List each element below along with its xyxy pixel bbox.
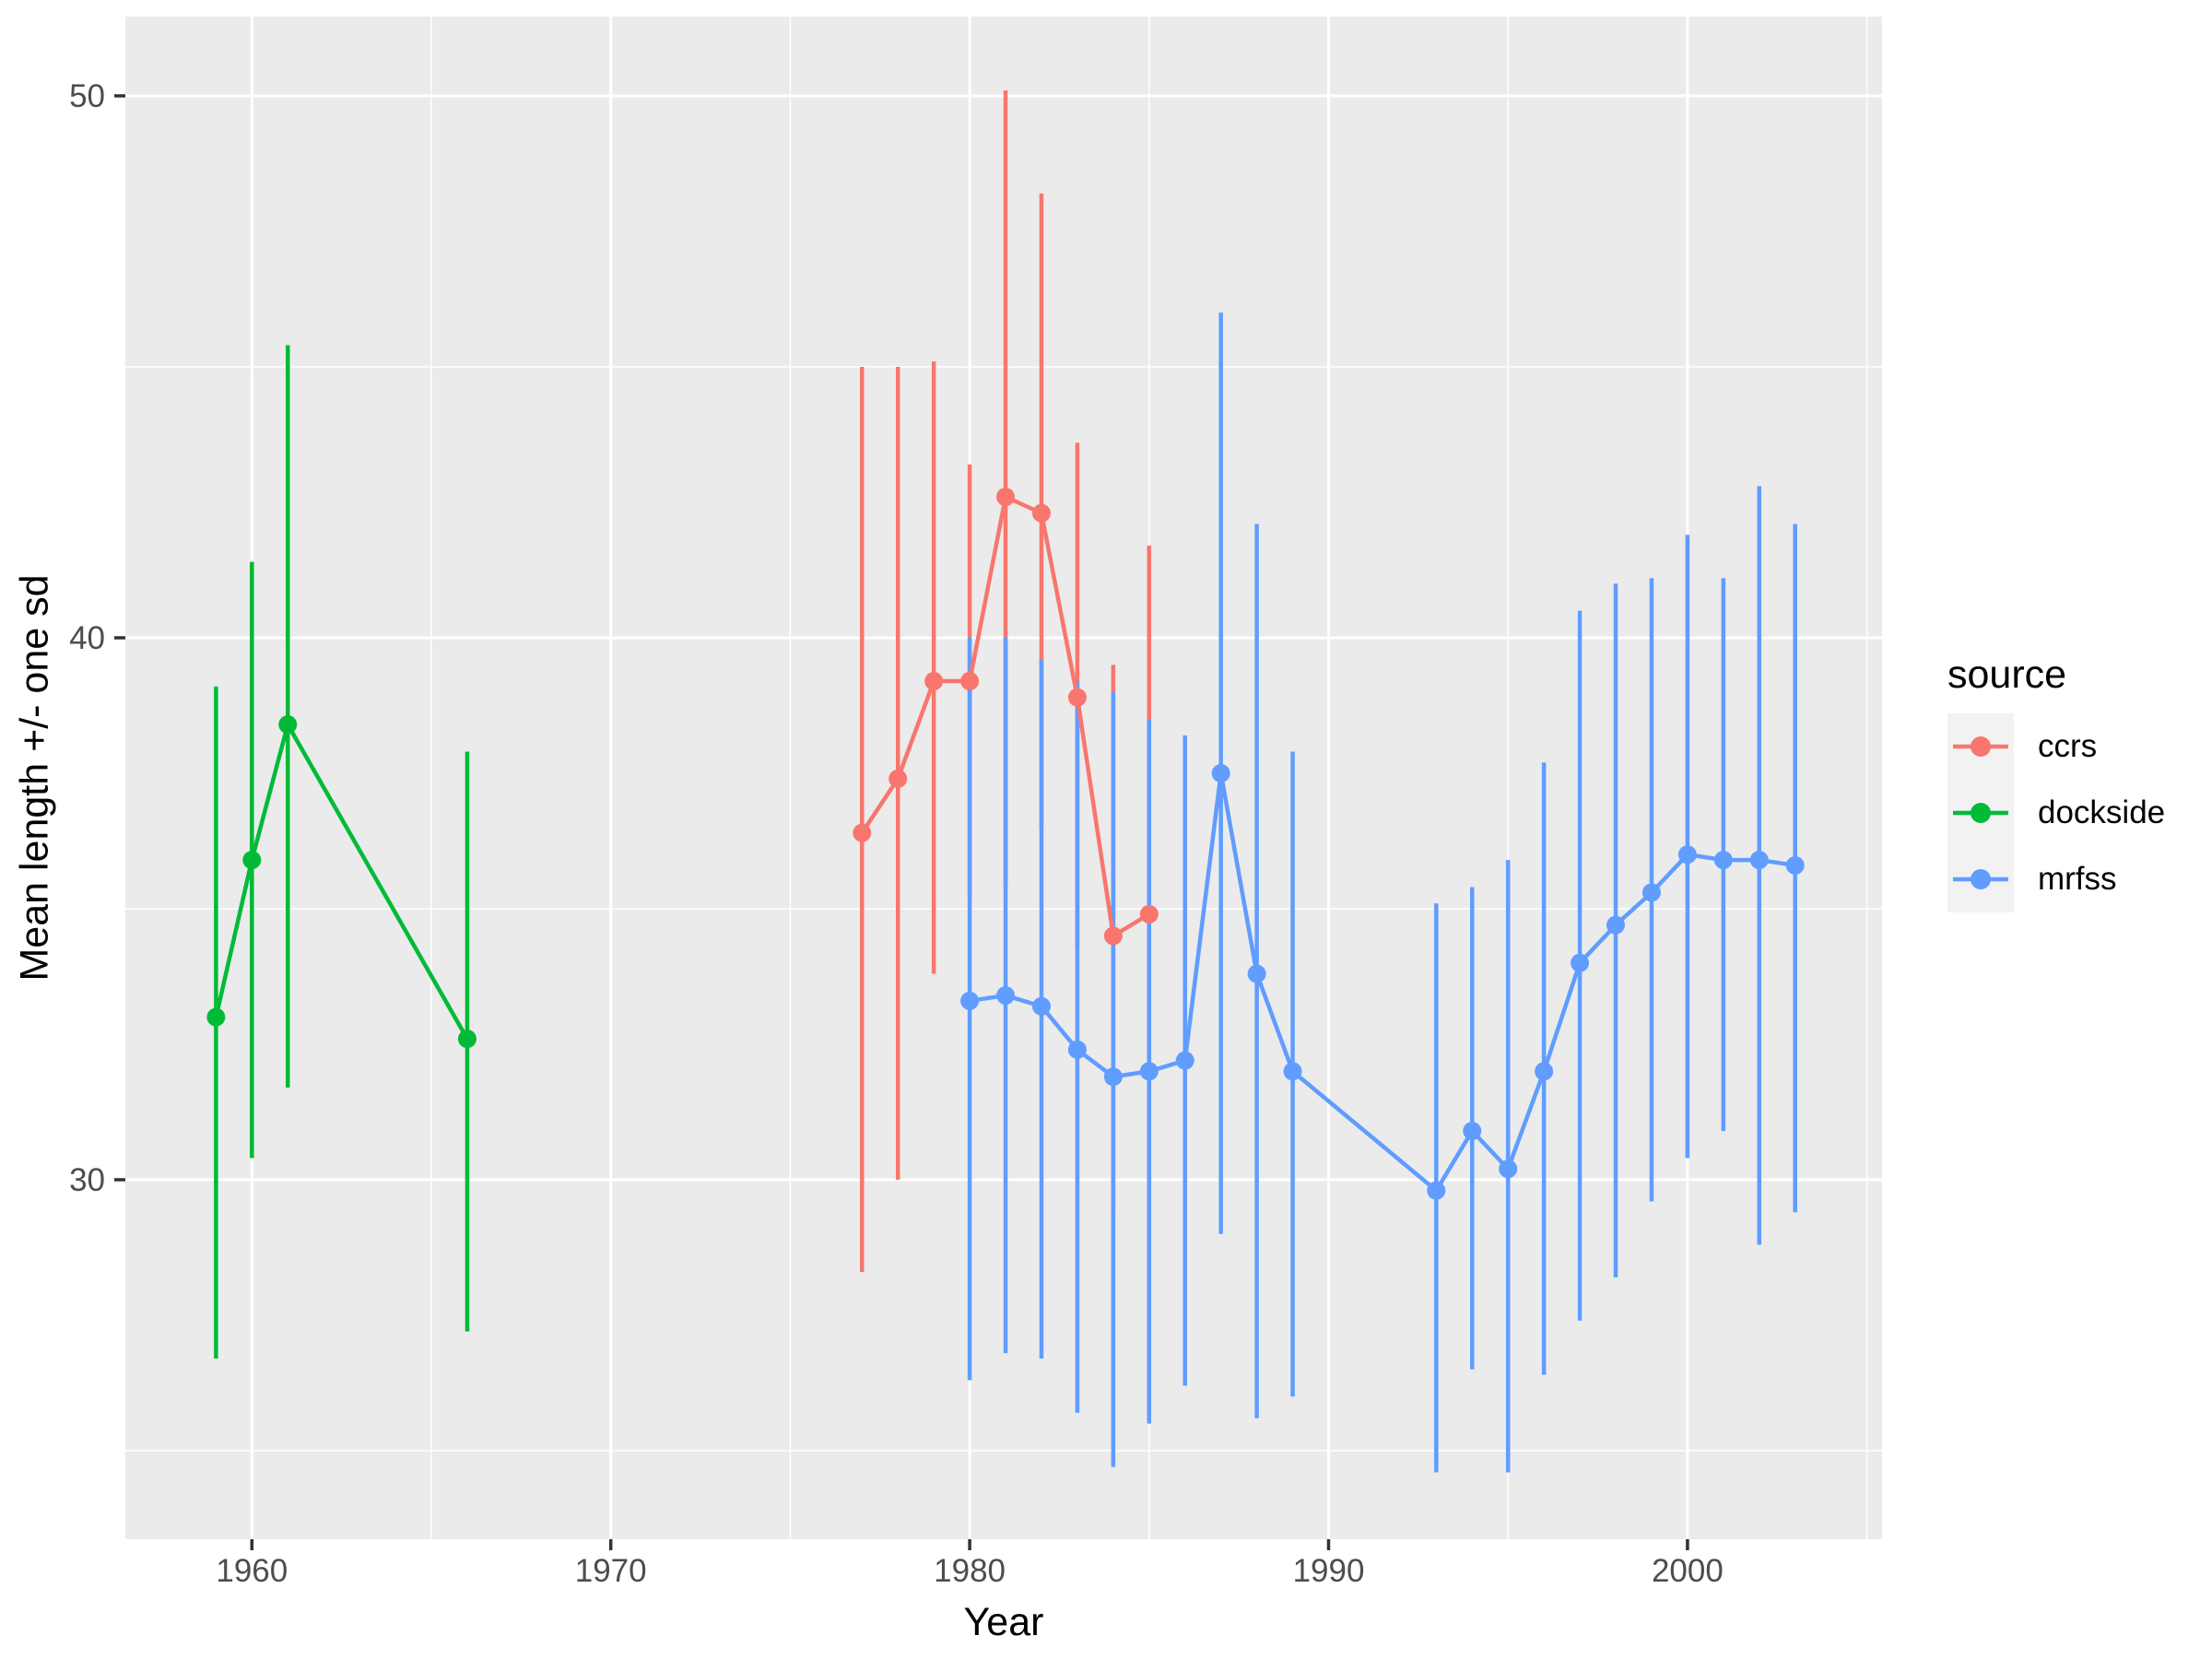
data-point-dockside-1961 <box>278 715 298 735</box>
data-point-mrfss-1993 <box>1427 1181 1446 1200</box>
legend-label-mrfss: mrfss <box>2038 861 2117 897</box>
data-point-mrfss-1985 <box>1139 1062 1159 1081</box>
data-point-mrfss-1984 <box>1103 1067 1123 1087</box>
x-tick-label: 1990 <box>1293 1553 1365 1589</box>
data-point-mrfss-1982 <box>1031 996 1051 1016</box>
legend-key-dockside <box>1947 780 2014 846</box>
data-point-mrfss-1994 <box>1463 1122 1482 1141</box>
series-line-dockside <box>214 719 469 1041</box>
data-point-ccrs-1983 <box>1067 688 1087 707</box>
data-point-mrfss-1987 <box>1211 764 1230 782</box>
data-point-ccrs-1980 <box>960 672 980 691</box>
data-point-mrfss-1980 <box>960 991 980 1010</box>
y-tick-label: 40 <box>69 620 105 656</box>
legend-point-icon <box>1971 736 1991 757</box>
data-point-mrfss-1999 <box>1641 883 1661 902</box>
legend-glyph-mrfss <box>1953 869 2008 889</box>
data-point-mrfss-1998 <box>1606 915 1626 935</box>
legend-title: source <box>1947 653 2067 697</box>
legend-glyph-ccrs <box>1953 736 2008 757</box>
x-axis-title: Year <box>963 1600 1044 1644</box>
legend-key-ccrs <box>1947 713 2014 780</box>
legend-key-mrfss <box>1947 846 2014 912</box>
x-tick-label: 1960 <box>216 1553 288 1589</box>
legend-item-dockside: dockside <box>1947 780 2212 846</box>
data-point-ccrs-1977 <box>853 823 872 842</box>
data-point-mrfss-2000 <box>1677 845 1697 865</box>
y-axis-title: Mean length +/- one sd <box>12 574 57 982</box>
x-tick-label: 1970 <box>575 1553 647 1589</box>
data-point-ccrs-1985 <box>1139 904 1159 924</box>
y-tick-label: 50 <box>69 78 105 114</box>
data-point-mrfss-1997 <box>1571 953 1590 972</box>
x-tick-label: 1980 <box>934 1553 1006 1589</box>
legend-item-ccrs: ccrs <box>1947 713 2212 780</box>
x-tick-label: 2000 <box>1652 1553 1724 1589</box>
data-point-dockside-1959 <box>206 1007 226 1027</box>
data-point-mrfss-2003 <box>1785 855 1805 875</box>
y-tick-label: 30 <box>69 1162 105 1198</box>
data-point-dockside-1966 <box>457 1030 477 1049</box>
legend-point-icon <box>1971 869 1991 889</box>
data-point-ccrs-1982 <box>1031 503 1051 523</box>
data-point-mrfss-2001 <box>1713 851 1733 870</box>
data-point-ccrs-1978 <box>888 769 908 788</box>
data-point-ccrs-1979 <box>924 672 944 691</box>
data-point-mrfss-1983 <box>1067 1040 1087 1059</box>
data-point-dockside-1960 <box>242 851 262 870</box>
legend-glyph-dockside <box>1953 803 2008 823</box>
legend-label-ccrs: ccrs <box>2038 728 2098 764</box>
legend-point-icon <box>1971 803 1991 823</box>
data-point-mrfss-1996 <box>1535 1062 1554 1081</box>
data-point-mrfss-1988 <box>1247 964 1266 983</box>
data-point-mrfss-1989 <box>1283 1062 1302 1081</box>
data-point-mrfss-1981 <box>996 986 1016 1006</box>
data-point-mrfss-1986 <box>1175 1051 1194 1070</box>
data-point-ccrs-1984 <box>1103 926 1123 946</box>
legend: source ccrs dockside <box>1947 654 2212 912</box>
legend-label-dockside: dockside <box>2038 794 2166 830</box>
data-point-ccrs-1981 <box>996 488 1016 507</box>
data-point-mrfss-2002 <box>1749 851 1769 870</box>
legend-item-mrfss: mrfss <box>1947 846 2212 912</box>
data-point-mrfss-1995 <box>1499 1159 1518 1179</box>
